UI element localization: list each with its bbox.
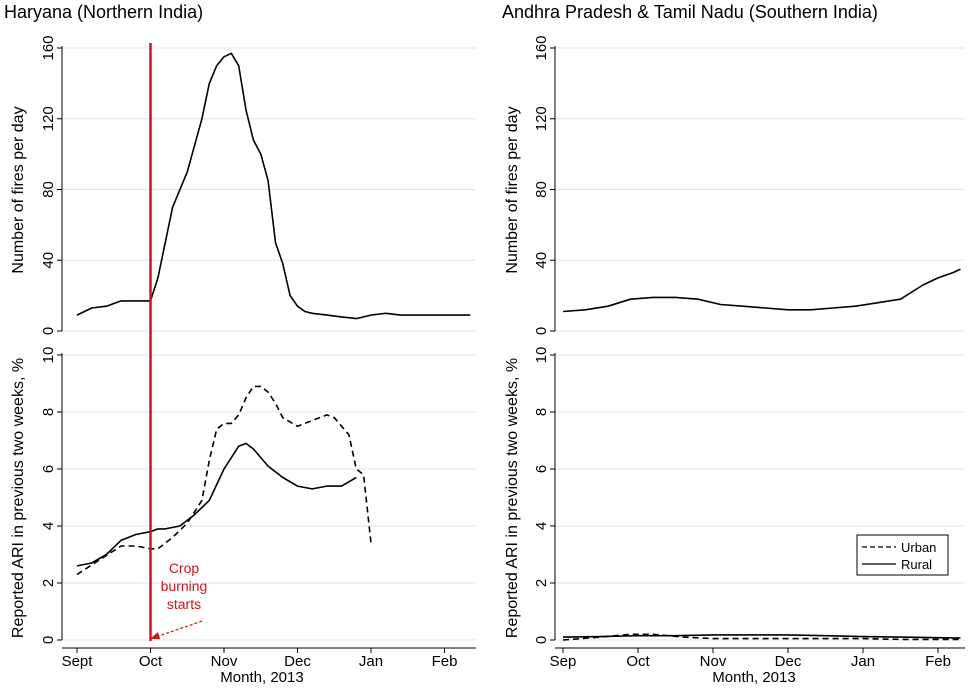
right-bottom-series-solid bbox=[562, 634, 961, 639]
left-bottom-ytick-label: 4 bbox=[40, 522, 57, 530]
legend-box bbox=[856, 534, 949, 576]
annotation-arrowhead bbox=[150, 632, 160, 639]
left-xlabel: Month, 2013 bbox=[220, 669, 303, 686]
left-top-ytick-label: 80 bbox=[40, 181, 57, 198]
right-top-ytick-label: 40 bbox=[533, 252, 550, 269]
left-bottom-ytick-label: 6 bbox=[40, 465, 57, 473]
legend-rural-label: Rural bbox=[901, 557, 932, 572]
left-top-ytick-label: 0 bbox=[40, 327, 57, 335]
right-bottom-ytick-label: 8 bbox=[533, 408, 550, 416]
right-top-ytick-label: 160 bbox=[533, 35, 550, 60]
right-top-series-solid bbox=[562, 268, 961, 313]
right-xtick-label: Jan bbox=[851, 653, 875, 670]
grid-layer bbox=[62, 47, 965, 641]
left-xtick-label: Oct bbox=[139, 653, 163, 670]
left-top-ytick-label: 120 bbox=[40, 106, 57, 131]
left-bottom-ytick-label: 8 bbox=[40, 408, 57, 416]
annotation-line-2: burning bbox=[161, 578, 208, 594]
legend: Urban Rural bbox=[856, 534, 949, 576]
left-xtick-label: Dec bbox=[284, 653, 311, 670]
left-bottom-ytick-label: 0 bbox=[40, 636, 57, 644]
left-bottom-ytick-label: 2 bbox=[40, 579, 57, 587]
right-bottom-ytick-label: 10 bbox=[533, 347, 550, 364]
legend-urban-label: Urban bbox=[901, 540, 936, 555]
left-xtick-label: Nov bbox=[211, 653, 238, 670]
right-xlabel: Month, 2013 bbox=[712, 669, 795, 686]
right-top-ytick-label: 120 bbox=[533, 106, 550, 131]
right-bottom-ytick-label: 4 bbox=[533, 522, 550, 530]
left-bottom-series-dashed bbox=[76, 385, 372, 576]
right-bottom-ytick-label: 6 bbox=[533, 465, 550, 473]
left-xtick-label: Jan bbox=[359, 653, 383, 670]
series-layer bbox=[76, 52, 961, 641]
left-xtick-label: Sept bbox=[62, 653, 94, 670]
right-xtick-label: Oct bbox=[626, 653, 650, 670]
right-bottom-ytick-label: 2 bbox=[533, 579, 550, 587]
left-top-ytick-label: 160 bbox=[40, 35, 57, 60]
right-bottom-ytick-label: 0 bbox=[533, 636, 550, 644]
right-xtick-label: Sep bbox=[550, 653, 577, 670]
right-panel-title: Andhra Pradesh & Tamil Nadu (Southern In… bbox=[502, 2, 878, 22]
left-top-ytick-label: 40 bbox=[40, 252, 57, 269]
right-bottom-ylabel: Reported ARI in previous two weeks, % bbox=[504, 358, 521, 638]
right-xtick-label: Nov bbox=[700, 653, 727, 670]
right-bottom-series-dashed bbox=[562, 633, 961, 641]
left-bottom-ytick-label: 10 bbox=[40, 347, 57, 364]
left-panel-title: Haryana (Northern India) bbox=[4, 2, 203, 22]
right-xtick-label: Feb bbox=[925, 653, 951, 670]
right-top-ylabel: Number of fires per day bbox=[504, 106, 521, 273]
left-bottom-series-solid bbox=[76, 442, 357, 567]
annotation-line-3: starts bbox=[167, 596, 201, 612]
annotation-line-1: Crop bbox=[169, 560, 200, 576]
right-top-ytick-label: 0 bbox=[533, 327, 550, 335]
left-top-series-solid bbox=[76, 52, 471, 320]
right-xtick-label: Dec bbox=[775, 653, 802, 670]
right-top-ytick-label: 80 bbox=[533, 181, 550, 198]
left-xtick-label: Feb bbox=[432, 653, 458, 670]
annotation-arrow bbox=[152, 620, 203, 639]
left-bottom-ylabel: Reported ARI in previous two weeks, % bbox=[10, 358, 27, 638]
left-top-ylabel: Number of fires per day bbox=[10, 106, 27, 273]
